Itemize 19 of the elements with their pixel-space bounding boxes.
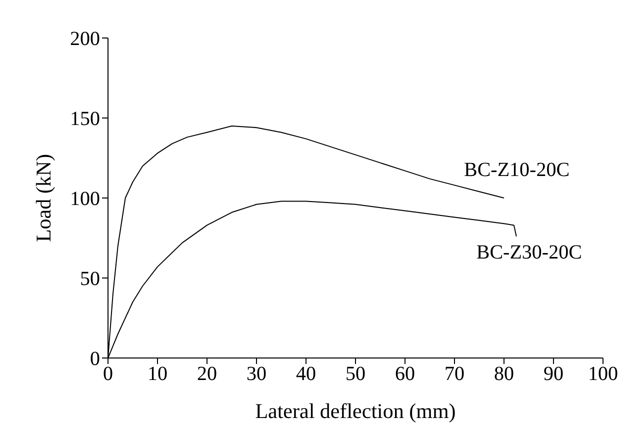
series-label: BC-Z10-20C [464,159,570,181]
x-axis-title: Lateral deflection (mm) [255,399,456,423]
x-tick-label: 50 [346,363,366,386]
y-tick-label: 150 [70,108,100,130]
x-tick-label: 80 [494,363,514,386]
x-tick-label: 20 [197,363,217,386]
series-label: BC-Z30-20C [476,241,582,264]
x-tick-label: 40 [296,363,316,386]
x-tick-label: 70 [444,363,464,386]
x-tick-label: 100 [588,363,618,386]
x-tick-label: 60 [395,363,415,386]
y-tick-label: 0 [90,348,100,370]
x-tick-label: 90 [544,363,564,386]
x-tick-label: 10 [148,363,168,386]
x-tick-label: 30 [246,363,266,386]
y-tick-label: 50 [80,268,100,290]
y-axis-title: Load (kN) [31,154,56,242]
y-tick-label: 100 [70,188,100,210]
y-tick-label: 200 [70,28,100,50]
